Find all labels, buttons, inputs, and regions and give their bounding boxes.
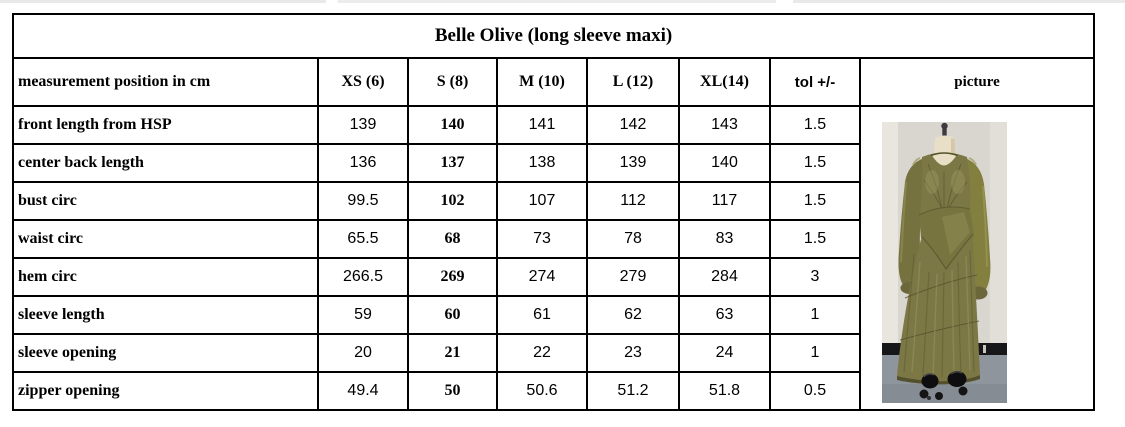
mannequin-finial-icon — [941, 122, 948, 139]
value-cell: 51.2 — [586, 371, 680, 411]
row-label: zipper opening — [12, 371, 319, 411]
value-cell: 50 — [407, 371, 498, 411]
col-header-measurement: measurement position in cm — [12, 57, 319, 107]
value-cell: 279 — [586, 257, 680, 297]
tolerance-cell: 1 — [769, 295, 861, 335]
table-row-sleeve-opening: sleeve opening 20 21 22 23 24 1 — [12, 333, 1094, 373]
value-cell: 24 — [678, 333, 771, 373]
tolerance-cell: 1.5 — [769, 219, 861, 259]
table-row-bust: bust circ 99.5 102 107 112 117 1.5 — [12, 181, 1094, 221]
value-cell: 141 — [496, 105, 588, 145]
value-cell: 138 — [496, 143, 588, 183]
header-row: measurement position in cm XS (6) S (8) … — [12, 57, 1096, 107]
value-cell: 50.6 — [496, 371, 588, 411]
value-cell: 284 — [678, 257, 771, 297]
value-cell: 107 — [496, 181, 588, 221]
value-cell: 23 — [586, 333, 680, 373]
value-cell: 269 — [407, 257, 498, 297]
table-row-waist: waist circ 65.5 68 73 78 83 1.5 — [12, 219, 1094, 259]
col-header-xl: XL(14) — [678, 57, 771, 107]
value-cell: 112 — [586, 181, 680, 221]
page-top-edge — [0, 0, 1125, 3]
value-cell: 136 — [317, 143, 409, 183]
value-cell: 83 — [678, 219, 771, 259]
value-cell: 61 — [496, 295, 588, 335]
value-cell: 20 — [317, 333, 409, 373]
row-label: center back length — [12, 143, 319, 183]
value-cell: 142 — [586, 105, 680, 145]
value-cell: 274 — [496, 257, 588, 297]
tolerance-cell: 0.5 — [769, 371, 861, 411]
col-header-m: M (10) — [496, 57, 588, 107]
value-cell: 143 — [678, 105, 771, 145]
value-cell: 117 — [678, 181, 771, 221]
value-cell: 59 — [317, 295, 409, 335]
table-row-front-length: front length from HSP 139 140 141 142 14… — [12, 105, 1096, 411]
value-cell: 22 — [496, 333, 588, 373]
table-row-hem: hem circ 266.5 269 274 279 284 3 — [12, 257, 1094, 297]
value-cell: 62 — [586, 295, 680, 335]
col-header-xs: XS (6) — [317, 57, 409, 107]
value-cell: 68 — [407, 219, 498, 259]
title-row: Belle Olive (long sleeve maxi) — [11, 13, 1096, 59]
value-cell: 140 — [407, 105, 498, 145]
value-cell: 140 — [678, 143, 771, 183]
col-header-picture: picture — [858, 57, 1096, 107]
value-cell: 139 — [317, 105, 409, 145]
tolerance-cell: 1.5 — [769, 181, 861, 221]
value-cell: 137 — [407, 143, 498, 183]
tolerance-cell: 1.5 — [769, 105, 861, 145]
value-cell: 21 — [407, 333, 498, 373]
dress — [897, 151, 991, 384]
table-row-sleeve-length: sleeve length 59 60 61 62 63 1 — [12, 295, 1094, 335]
tolerance-cell: 3 — [769, 257, 861, 297]
value-cell: 63 — [678, 295, 771, 335]
product-photo — [882, 121, 1007, 403]
col-header-tolerance: tol +/- — [769, 57, 861, 107]
value-cell: 102 — [407, 181, 498, 221]
picture-cell — [858, 105, 1096, 411]
value-cell: 73 — [496, 219, 588, 259]
row-label: sleeve length — [12, 295, 319, 335]
col-header-l: L (12) — [586, 57, 680, 107]
value-cell: 60 — [407, 295, 498, 335]
tolerance-cell: 1 — [769, 333, 861, 373]
table-row-zipper-opening: zipper opening 49.4 50 50.6 51.2 51.8 0.… — [12, 371, 1094, 411]
mannequin-wheels — [919, 370, 968, 400]
row-label: hem circ — [12, 257, 319, 297]
value-cell: 78 — [586, 219, 680, 259]
value-cell: 65.5 — [317, 219, 409, 259]
value-cell: 139 — [586, 143, 680, 183]
row-label: front length from HSP — [12, 105, 319, 145]
row-label: waist circ — [12, 219, 319, 259]
size-chart-table: Belle Olive (long sleeve maxi) measureme… — [11, 13, 1096, 411]
chart-title: Belle Olive (long sleeve maxi) — [11, 13, 1096, 59]
value-cell: 49.4 — [317, 371, 409, 411]
table-row-center-back: center back length 136 137 138 139 140 1… — [12, 143, 1094, 183]
tolerance-cell: 1.5 — [769, 143, 861, 183]
col-header-s: S (8) — [407, 57, 498, 107]
value-cell: 99.5 — [317, 181, 409, 221]
value-cell: 51.8 — [678, 371, 771, 411]
row-label: bust circ — [12, 181, 319, 221]
value-cell: 266.5 — [317, 257, 409, 297]
row-label: sleeve opening — [12, 333, 319, 373]
